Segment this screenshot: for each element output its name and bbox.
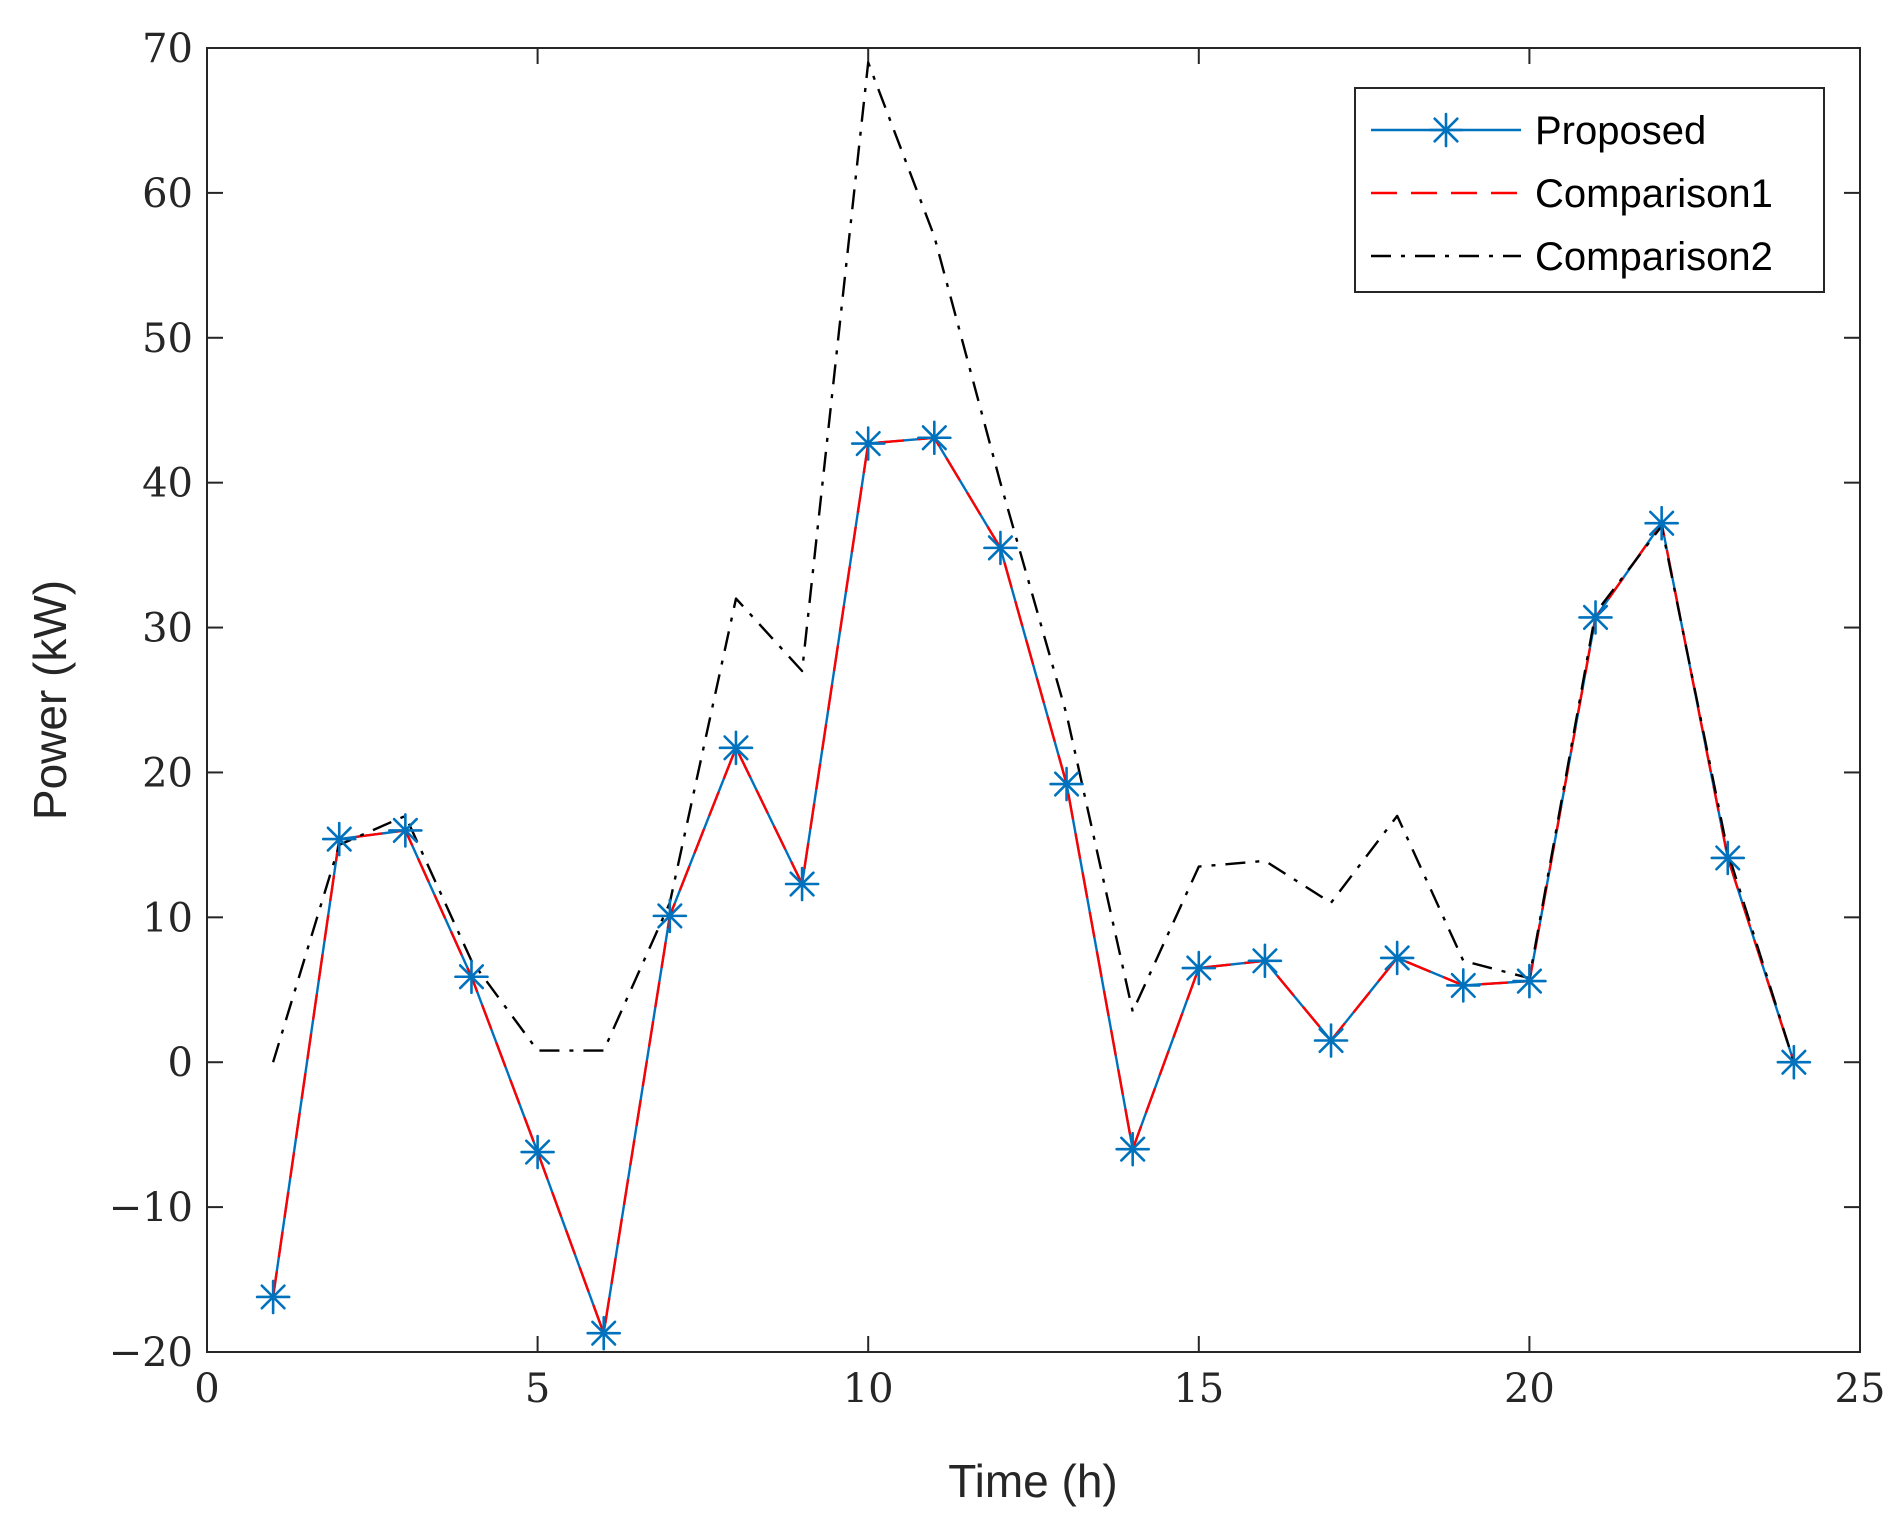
x-tick-label: 20: [1504, 1366, 1555, 1412]
data-point-marker: [1181, 950, 1217, 986]
y-tick-label: 0: [168, 1040, 193, 1086]
y-tick-label: −20: [109, 1330, 193, 1376]
x-tick-label: 0: [194, 1366, 219, 1412]
data-point-marker: [850, 426, 886, 461]
data-point-marker: [652, 898, 688, 934]
legend-marker: [1428, 112, 1464, 148]
y-tick-label: 30: [142, 606, 193, 652]
y-tick-label: 50: [142, 316, 193, 362]
data-point-marker: [1445, 968, 1481, 1003]
plot-frame: [206, 47, 1861, 1353]
x-tick-label: 25: [1835, 1366, 1886, 1412]
legend-label: Proposed: [1535, 109, 1706, 153]
legend-label: Comparison1: [1535, 172, 1773, 216]
y-tick-label: 20: [142, 750, 193, 796]
data-point-marker: [1379, 940, 1415, 976]
x-tick-label: 15: [1173, 1366, 1224, 1412]
series-layer: [255, 61, 1812, 1351]
y-tick-label: 10: [142, 895, 193, 941]
tick-labels: 0 5 10 15 20 25 −20 −10 0 10 20 30 40 50 60 70: [109, 26, 1886, 1412]
data-point-marker: [388, 813, 423, 848]
x-tick-label: 10: [843, 1366, 894, 1412]
data-point-marker: [321, 821, 357, 857]
series-line-comparison2: [271, 61, 1796, 1063]
y-tick-label: 40: [142, 461, 193, 507]
data-point-marker: [784, 866, 820, 902]
data-point-marker: [1644, 505, 1679, 541]
data-point-marker: [1512, 963, 1547, 999]
y-tick-label: 70: [142, 26, 193, 72]
data-point-marker: [454, 959, 489, 995]
data-point-marker: [1578, 600, 1613, 635]
data-point-marker: [1247, 943, 1283, 979]
y-tick-label: 60: [142, 171, 193, 217]
data-point-marker: [983, 530, 1018, 566]
data-point-marker: [520, 1134, 555, 1170]
legend: Proposed Comparison1 Comparison2: [1354, 87, 1825, 293]
data-point-marker: [255, 1279, 291, 1315]
x-tick-label: 5: [525, 1366, 550, 1412]
x-axis-title: Time (h): [948, 1455, 1118, 1507]
series-line-comparison1: [271, 436, 1796, 1335]
legend-box: [1354, 87, 1825, 293]
y-tick-label: −10: [109, 1185, 193, 1231]
data-point-marker: [1776, 1044, 1812, 1080]
y-axis-title: Power (kW): [24, 580, 76, 820]
data-point-marker: [1313, 1023, 1349, 1058]
data-point-marker: [586, 1315, 622, 1351]
legend-label: Comparison2: [1535, 235, 1773, 279]
data-point-marker: [1049, 766, 1084, 802]
data-point-marker: [718, 730, 754, 766]
data-point-marker: [1115, 1131, 1150, 1167]
data-point-marker: [917, 420, 952, 456]
data-point-marker: [1710, 840, 1746, 876]
